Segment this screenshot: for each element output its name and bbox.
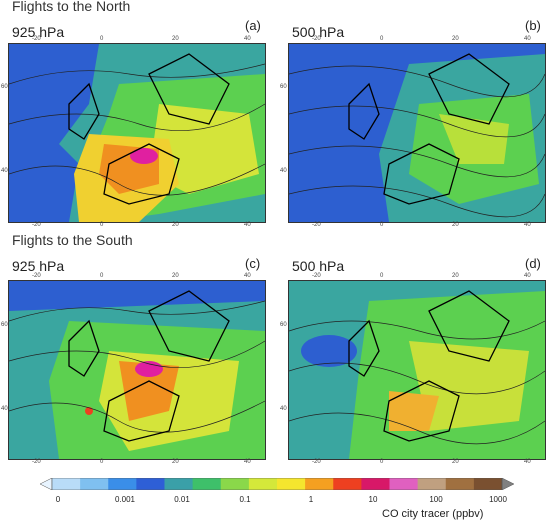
lon-tick-b-2: 0	[380, 36, 384, 42]
lon-tick-b-4: 40	[524, 36, 531, 42]
panel-a-letter: (a)	[245, 18, 261, 33]
lon-tick-c-2: 0	[100, 273, 104, 279]
lon-tick-b-bottom-1: -20	[312, 222, 321, 228]
colorbar-label-2: 0.01	[174, 495, 190, 504]
colorbar-segment	[192, 478, 222, 490]
lat-tick-c-2: 40	[1, 406, 8, 412]
lon-tick-d-1: -20	[312, 273, 321, 279]
lon-tick-a-4: 40	[244, 36, 251, 42]
lat-tick-b-2: 40	[280, 168, 287, 174]
colorbar-label-7: 1000	[489, 495, 507, 504]
lon-tick-d-4: 40	[524, 273, 531, 279]
colorbar-segment	[80, 478, 109, 490]
panel-d-level: 500 hPa	[292, 258, 345, 274]
lat-tick-c-1: 60	[1, 322, 8, 328]
colorbar-segment	[445, 478, 475, 490]
colorbar-border	[51, 478, 503, 490]
colorbar-segment	[361, 478, 390, 490]
colorbar-segment	[164, 478, 194, 490]
lat-tick-a-2: 40	[1, 168, 8, 174]
panel-b-letter: (b)	[525, 18, 541, 33]
colorbar-label-1: 0.001	[114, 495, 136, 504]
lon-tick-c-4: 40	[244, 273, 251, 279]
lon-tick-a-2: 0	[100, 36, 104, 42]
colorbar-segment	[220, 478, 250, 490]
lon-tick-d-bottom-1: -20	[312, 459, 321, 465]
colorbar-segment	[417, 478, 447, 490]
lat-tick-a-1: 60	[1, 84, 8, 90]
lon-tick-a-bottom-1: -20	[32, 222, 41, 228]
colorbar-segment	[136, 478, 165, 490]
lon-tick-c-bottom-4: 40	[244, 459, 251, 465]
lat-tick-d-2: 40	[280, 406, 287, 412]
panel-d-letter: (d)	[525, 256, 541, 271]
map-panel-a	[8, 43, 266, 223]
lon-tick-a-bottom-3: 20	[172, 222, 179, 228]
lon-tick-c-bottom-3: 20	[172, 459, 179, 465]
lon-tick-b-3: 20	[452, 36, 459, 42]
lat-tick-b-1: 60	[280, 84, 287, 90]
colorbar-label-4: 1	[308, 495, 314, 504]
lon-tick-d-bottom-4: 40	[524, 459, 531, 465]
lon-tick-b-bottom-4: 40	[524, 222, 531, 228]
lon-tick-c-1: -20	[32, 273, 41, 279]
lon-tick-a-bottom-2: 0	[100, 222, 104, 228]
lon-tick-c-bottom-1: -20	[32, 459, 41, 465]
colorbar-segment	[389, 478, 419, 490]
colorbar-cap-low	[40, 478, 53, 490]
lon-tick-d-bottom-2: 0	[380, 459, 384, 465]
north-section-title: Flights to the North	[12, 0, 131, 14]
lon-tick-a-bottom-4: 40	[244, 222, 251, 228]
lon-tick-d-3: 20	[452, 273, 459, 279]
colorbar-segment	[305, 478, 334, 490]
colorbar-segment	[248, 478, 278, 490]
lon-tick-d-2: 0	[380, 273, 384, 279]
lon-tick-b-1: -20	[312, 36, 321, 42]
panel-c-letter: (c)	[245, 256, 261, 271]
colorbar	[40, 478, 514, 490]
panel-b-level: 500 hPa	[292, 24, 345, 40]
map-panel-c	[8, 280, 266, 460]
colorbar-label-3: 0.1	[239, 495, 251, 504]
lon-tick-a-3: 20	[172, 36, 179, 42]
panel-a-level: 925 hPa	[12, 24, 65, 40]
panel-c-level: 925 hPa	[12, 258, 65, 274]
colorbar-segment	[333, 478, 362, 490]
lon-tick-b-bottom-2: 0	[380, 222, 384, 228]
south-section-title: Flights to the South	[12, 232, 133, 248]
colorbar-label-5: 10	[368, 495, 378, 504]
colorbar-label-6: 100	[429, 495, 443, 504]
lon-tick-c-3: 20	[172, 273, 179, 279]
map-panel-d	[288, 280, 546, 460]
lon-tick-d-bottom-3: 20	[452, 459, 459, 465]
colorbar-segment	[473, 478, 503, 490]
colorbar-segment	[277, 478, 306, 490]
colorbar-label-0: 0	[55, 495, 61, 504]
map-panel-b	[288, 43, 546, 223]
colorbar-segment	[108, 478, 137, 490]
colorbar-segment	[52, 478, 81, 490]
lat-tick-d-1: 60	[280, 322, 287, 328]
lon-tick-c-bottom-2: 0	[100, 459, 104, 465]
lon-tick-a-1: -20	[32, 36, 41, 42]
colorbar-cap-high	[501, 478, 514, 490]
lon-tick-b-bottom-3: 20	[452, 222, 459, 228]
colorbar-title: CO city tracer (ppbv)	[382, 508, 484, 520]
